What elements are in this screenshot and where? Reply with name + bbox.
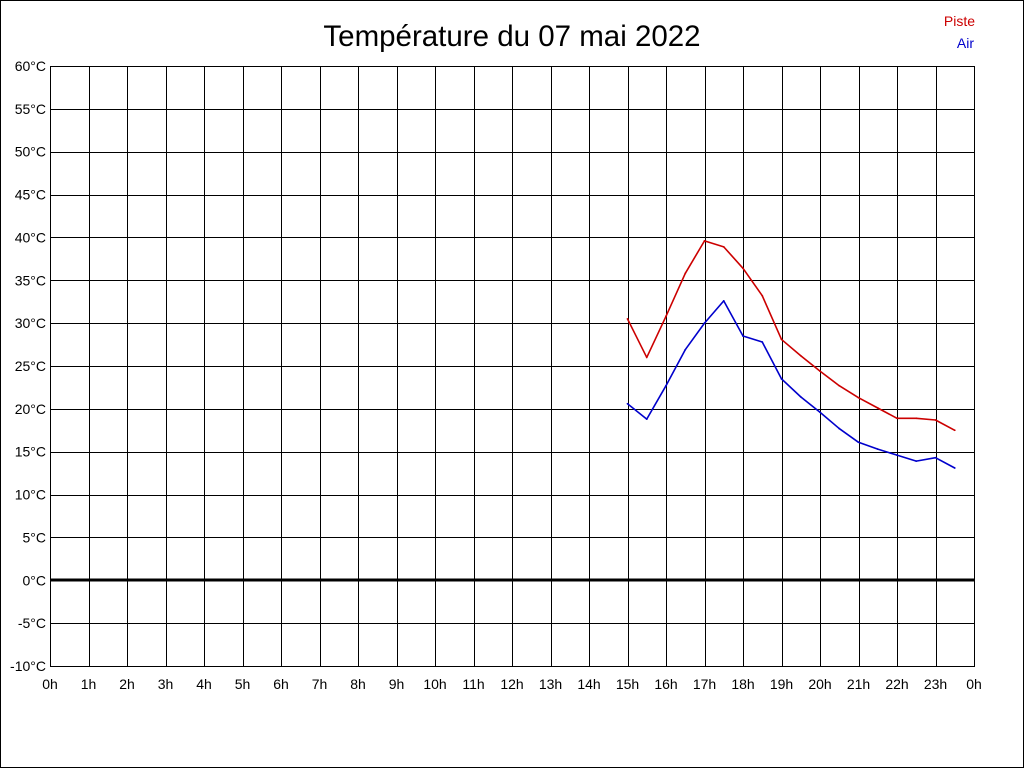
y-tick-label: 35°C: [15, 272, 46, 288]
data-point-air: [896, 454, 898, 457]
data-point-air: [780, 377, 783, 380]
data-point-piste: [857, 396, 860, 399]
y-tick-label: 20°C: [15, 401, 46, 417]
x-tick-label: 1h: [81, 676, 97, 692]
x-tick-label: 0h: [42, 676, 58, 692]
series-line-piste: [626, 240, 956, 431]
x-tick-label: 4h: [196, 676, 212, 692]
y-tick-label: 5°C: [23, 529, 47, 545]
y-tick-label: 15°C: [15, 444, 46, 460]
data-point-air: [684, 348, 687, 351]
y-tick-label: 45°C: [15, 187, 46, 203]
data-point-air: [703, 322, 706, 325]
data-point-piste: [645, 356, 648, 359]
data-point-piste: [799, 354, 802, 357]
x-tick-label: 15h: [616, 676, 639, 692]
x-tick-label: 8h: [350, 676, 366, 692]
x-tick-label: 12h: [500, 676, 523, 692]
y-tick-label: -5°C: [18, 615, 46, 631]
y-tick-label: 25°C: [15, 358, 46, 374]
x-tick-label: 0h: [966, 676, 982, 692]
x-tick-label: 18h: [731, 676, 754, 692]
data-point-piste: [838, 384, 841, 387]
data-point-piste: [896, 417, 898, 420]
data-point-air: [761, 341, 764, 343]
data-point-piste: [703, 239, 706, 242]
x-tick-label: 5h: [235, 676, 251, 692]
x-tick-label: 2h: [119, 676, 135, 692]
data-point-piste: [934, 419, 937, 421]
x-tick-label: 19h: [770, 676, 793, 692]
legend: Piste Air: [944, 13, 975, 51]
data-point-air: [665, 384, 667, 387]
y-tick-label: 0°C: [23, 572, 47, 588]
data-point-air: [857, 441, 860, 444]
plot-series: [626, 239, 956, 469]
x-tick-label: 17h: [693, 676, 716, 692]
y-tick-label: 50°C: [15, 144, 46, 160]
x-tick-label: 22h: [885, 676, 908, 692]
x-tick-label: 20h: [808, 676, 831, 692]
data-point-air: [645, 418, 648, 421]
data-point-air: [722, 299, 725, 302]
data-point-air: [953, 467, 956, 469]
data-point-piste: [915, 417, 918, 420]
x-tick-label: 6h: [273, 676, 289, 692]
axes: 0h 1h 2h 3h 4h 5h 6h 7h 8h 9h 10h 11h 12h 13h 14h 15h 16…: [10, 58, 982, 692]
series-line-air: [626, 300, 956, 469]
x-tick-label: 14h: [577, 676, 600, 692]
x-tick-label: 11h: [462, 676, 484, 692]
data-point-air: [819, 411, 821, 414]
data-point-piste: [722, 245, 725, 248]
data-point-air: [626, 402, 629, 405]
data-point-air: [838, 427, 841, 430]
data-point-air: [934, 456, 937, 459]
legend-item-air: Air: [957, 35, 974, 51]
data-point-piste: [819, 370, 821, 373]
data-point-piste: [742, 267, 744, 270]
x-tick-label: 7h: [312, 676, 328, 692]
x-tick-label: 13h: [539, 676, 562, 692]
y-tick-label: -10°C: [10, 658, 46, 674]
plot-frame: [50, 66, 975, 667]
x-tick-label: 3h: [158, 676, 174, 692]
data-point-piste: [684, 272, 687, 275]
y-tick-label: 40°C: [15, 229, 46, 245]
y-tick-label: 10°C: [15, 487, 46, 503]
x-tick-label: 9h: [389, 676, 405, 692]
data-point-piste: [626, 317, 629, 320]
x-tick-label: 21h: [847, 676, 870, 692]
y-tick-label: 55°C: [15, 101, 46, 117]
chart-title: Température du 07 mai 2022: [323, 20, 700, 53]
x-tick-label: 16h: [654, 676, 677, 692]
data-point-air: [876, 448, 879, 451]
data-point-air: [742, 335, 744, 337]
y-tick-label: 30°C: [15, 315, 46, 331]
data-point-air: [915, 460, 918, 463]
data-point-piste: [953, 429, 956, 432]
x-tick-label: 10h: [423, 676, 446, 692]
y-tick-label: 60°C: [15, 58, 46, 74]
data-point-piste: [665, 315, 667, 318]
x-tick-label: 23h: [924, 676, 947, 692]
data-point-piste: [761, 294, 764, 297]
data-point-air: [799, 395, 802, 398]
legend-item-piste: Piste: [944, 13, 975, 29]
data-point-piste: [780, 338, 783, 341]
data-point-piste: [876, 407, 879, 409]
